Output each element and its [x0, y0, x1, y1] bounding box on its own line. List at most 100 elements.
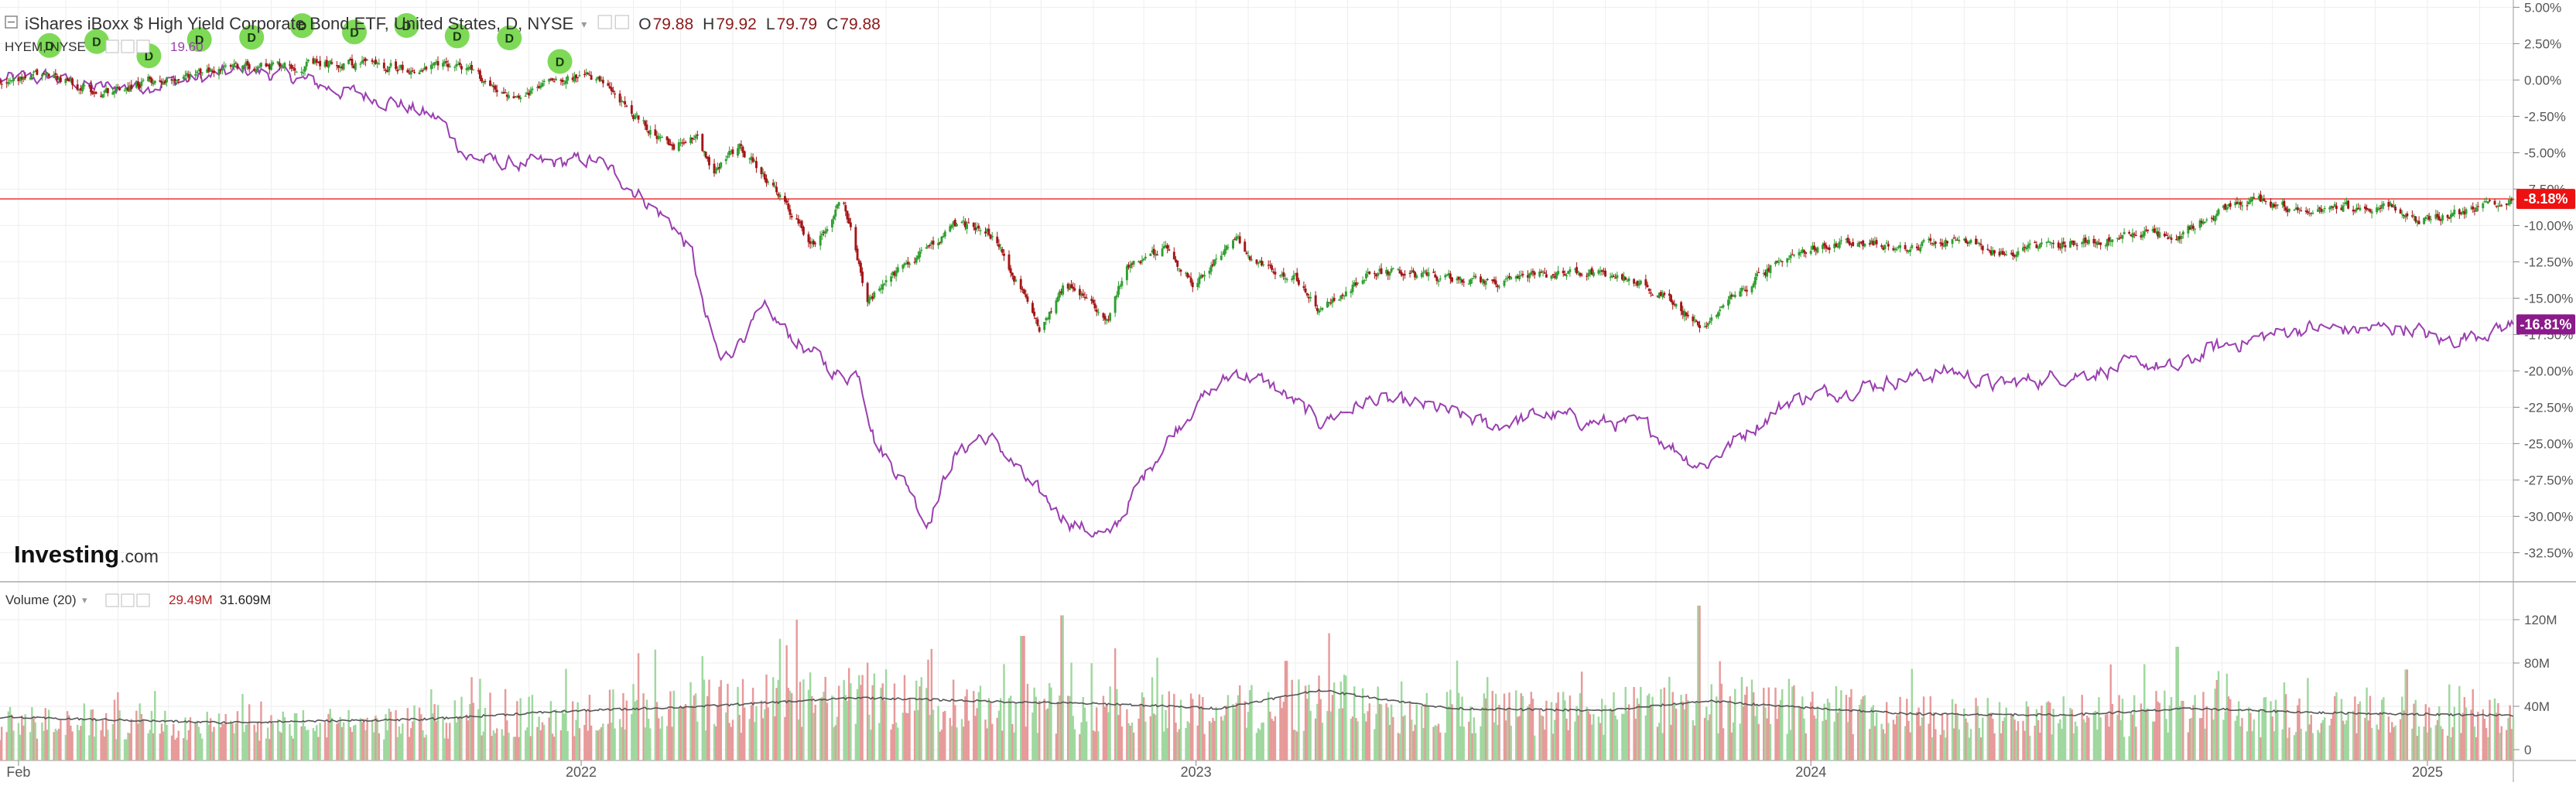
- volume-bar: [1090, 663, 1093, 760]
- volume-bar: [1385, 703, 1387, 760]
- compare-hide-icon[interactable]: [121, 39, 135, 53]
- volume-bar: [597, 730, 600, 760]
- candle-body: [2106, 238, 2109, 247]
- volume-bar: [2263, 697, 2266, 760]
- volume-bar: [1156, 658, 1158, 760]
- candle-body: [1633, 279, 1636, 284]
- volume-close-icon[interactable]: [136, 593, 150, 607]
- volume-bar: [834, 725, 836, 760]
- candle-body: [87, 85, 91, 87]
- volume-bar: [1222, 720, 1224, 760]
- candle-body: [187, 74, 190, 78]
- volume-bar: [1435, 726, 1439, 760]
- volume-bar: [2094, 710, 2097, 760]
- settings-icon[interactable]: [597, 15, 612, 29]
- volume-settings-icon[interactable]: [105, 593, 119, 607]
- volume-bar: [1484, 698, 1487, 760]
- dividend-markers: D DDD DD D DD DD: [36, 12, 573, 74]
- volume-bar: [1989, 713, 1993, 760]
- volume-bar: [5, 732, 8, 760]
- volume-bar: [1668, 676, 1671, 760]
- candle-body: [1636, 281, 1639, 286]
- volume-bar: [2059, 719, 2061, 760]
- candle-body: [740, 144, 743, 146]
- candle-body: [1315, 308, 1319, 312]
- volume-bar: [555, 709, 557, 760]
- volume-bar: [1816, 706, 1819, 760]
- candle-body: [1415, 275, 1418, 279]
- candle-body: [1557, 271, 1560, 275]
- volume-bar: [1776, 719, 1778, 760]
- candle-body: [2072, 241, 2075, 246]
- volume-bar: [871, 685, 874, 760]
- volume-bar: [2188, 718, 2191, 760]
- volume-bar: [1126, 709, 1128, 760]
- candle-body: [1610, 275, 1613, 278]
- candle-body: [1969, 240, 1972, 243]
- candle-body: [539, 85, 542, 88]
- volume-bar: [293, 713, 296, 760]
- candle-body: [1247, 255, 1250, 257]
- candle-body: [1473, 275, 1476, 277]
- candle-body: [1328, 302, 1331, 303]
- volume-bar: [395, 710, 397, 760]
- chevron-down-icon[interactable]: ▾: [581, 18, 587, 30]
- candle-body: [319, 60, 322, 67]
- volume-bar: [1412, 731, 1415, 760]
- volume-bar: [2024, 730, 2026, 760]
- dividend-marker-circle: [186, 27, 212, 53]
- volume-bar: [1353, 686, 1356, 760]
- candle-body: [1102, 313, 1105, 318]
- hide-series-icon[interactable]: [614, 15, 629, 29]
- candle-body: [342, 63, 345, 70]
- candle-body: [2241, 205, 2243, 207]
- candle-body: [1756, 273, 1758, 277]
- candle-body: [173, 79, 176, 81]
- candle-body: [2024, 246, 2027, 248]
- candle-body: [1238, 236, 1241, 244]
- volume-bar: [1992, 719, 1994, 760]
- compare-settings-icon[interactable]: [105, 39, 119, 53]
- candle-body: [895, 270, 898, 277]
- candle-body: [1484, 281, 1487, 285]
- candle-body: [468, 67, 471, 69]
- candle-body: [1939, 242, 1942, 244]
- candle-body: [765, 178, 768, 183]
- volume-bar: [2273, 731, 2276, 760]
- candle-body: [986, 228, 989, 232]
- volume-bar: [1304, 685, 1307, 760]
- volume-bar: [731, 719, 734, 760]
- candle-body: [703, 150, 706, 153]
- candle-body: [1093, 303, 1096, 309]
- volume-bar: [57, 728, 60, 760]
- candle-body: [1152, 248, 1155, 255]
- candle-body: [1553, 275, 1556, 278]
- volume-bar: [901, 713, 905, 760]
- candle-body: [1291, 279, 1294, 280]
- candle-body: [1105, 319, 1108, 321]
- candle-body: [1001, 248, 1004, 253]
- candle-body: [1603, 270, 1605, 272]
- volume-bar: [508, 733, 510, 760]
- volume-bar: [608, 689, 611, 760]
- volume-chevron-down-icon[interactable]: ▾: [82, 594, 87, 606]
- candle-body: [724, 159, 727, 162]
- volume-hide-icon[interactable]: [121, 593, 135, 607]
- volume-bar: [1916, 712, 1918, 760]
- candle-body: [2198, 220, 2201, 228]
- candle-body: [595, 79, 598, 81]
- candle-body: [1456, 278, 1459, 281]
- compare-close-icon[interactable]: [136, 39, 150, 53]
- candle-body: [588, 74, 591, 76]
- volume-value: 29.49M: [169, 593, 213, 607]
- volume-bar: [1031, 713, 1034, 760]
- candle-body: [501, 92, 504, 94]
- candle-body: [632, 115, 635, 119]
- volume-bar: [1963, 708, 1965, 760]
- candle-body: [1956, 239, 1959, 241]
- candle-body: [445, 61, 448, 63]
- volume-bar: [1284, 661, 1287, 760]
- volume-bar: [1695, 702, 1698, 760]
- volume-bar: [465, 714, 468, 760]
